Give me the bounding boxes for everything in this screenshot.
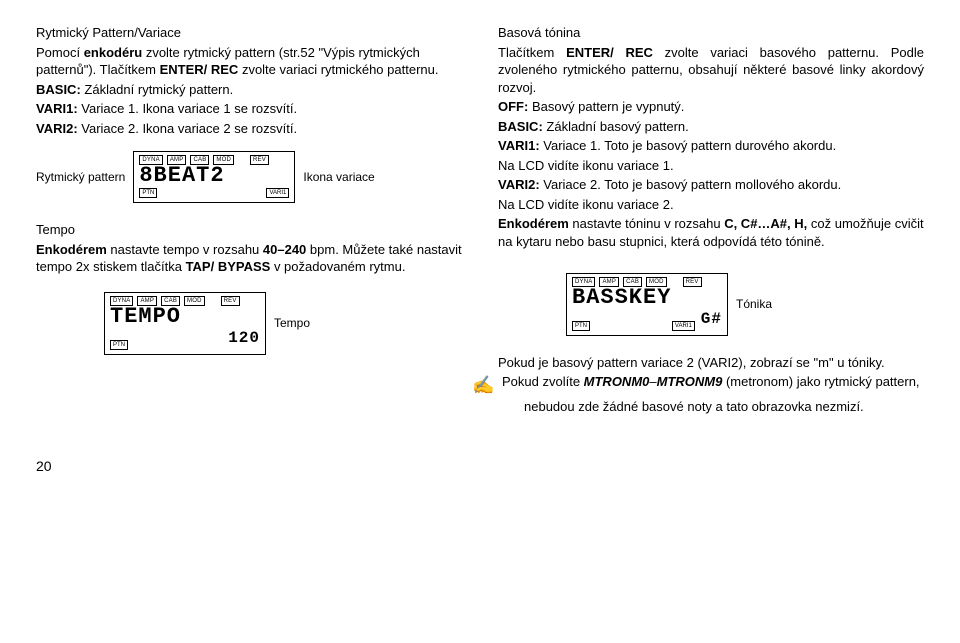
line-basic: BASIC: Základní rytmický pattern.	[36, 81, 462, 99]
lcd-tempo: DYNA AMP CAB MOD REV TEMPO PTN 120 Tempo	[36, 292, 462, 355]
left-column: Rytmický Pattern/Variace Pomocí enkodéru…	[36, 24, 462, 417]
lcd-display-2: DYNA AMP CAB MOD REV TEMPO PTN 120	[104, 292, 266, 355]
lcd1-main-text: 8BEAT2	[139, 167, 224, 186]
lcd-display-1: DYNA AMP CAB MOD REV 8BEAT2 PTN VARI1	[133, 151, 295, 203]
lcd2-tag-rev: REV	[221, 296, 240, 306]
lcd3-ptn: PTN	[572, 321, 590, 331]
lcd3-tag-rev: REV	[683, 277, 702, 287]
line-rvari2-lcd: Na LCD vidíte ikonu variace 2.	[498, 196, 924, 214]
line-rvari1: VARI1: Variace 1. Toto je basový pattern…	[498, 137, 924, 155]
para-enkoder: Enkodérem nastavte tóninu v rozsahu C, C…	[498, 215, 924, 250]
lcd2-num: 120	[228, 328, 260, 350]
page-number: 20	[36, 457, 924, 476]
para-bass-intro: Tlačítkem ENTER/ REC zvolte variaci baso…	[498, 44, 924, 97]
right-column: Basová tónina Tlačítkem ENTER/ REC zvolt…	[498, 24, 924, 417]
line-rbasic: BASIC: Základní basový pattern.	[498, 118, 924, 136]
lcd2-tag: MOD	[184, 296, 205, 306]
lcd1-tag-rev: REV	[250, 155, 269, 165]
heading-rhythmic: Rytmický Pattern/Variace	[36, 24, 462, 42]
lcd3-varicon: VARI1	[672, 321, 695, 331]
lcd-tempo-label-right: Tempo	[274, 315, 310, 331]
lcd3-main-text: BASSKEY	[572, 289, 671, 308]
heading-tempo: Tempo	[36, 221, 462, 239]
lcd-rhythmic-label-right: Ikona variace	[303, 169, 374, 185]
lcd-bass-label-right: Tónika	[736, 296, 772, 312]
lcd-rhythmic-label-left: Rytmický pattern	[36, 169, 125, 185]
heading-bass: Basová tónina	[498, 24, 924, 42]
line-vari2: VARI2: Variace 2. Ikona variace 2 se roz…	[36, 120, 462, 138]
note-vari2m: Pokud je basový pattern variace 2 (VARI2…	[498, 354, 924, 372]
lcd1-varicon: VARI1	[266, 188, 289, 198]
line-vari1: VARI1: Variace 1. Ikona variace 1 se roz…	[36, 100, 462, 118]
note-metronome: ✍Pokud zvolíte MTRONM0–MTRONM9 (metronom…	[498, 373, 924, 415]
line-rvari1-lcd: Na LCD vidíte ikonu variace 1.	[498, 157, 924, 175]
lcd-bass: DYNA AMP CAB MOD REV BASSKEY PTN VARI1 G…	[498, 273, 924, 336]
lcd-rhythmic: Rytmický pattern DYNA AMP CAB MOD REV 8B…	[36, 151, 462, 203]
para-rhythmic-intro: Pomocí enkodéru zvolte rytmický pattern …	[36, 44, 462, 79]
para-tempo: Enkodérem nastavte tempo v rozsahu 40–24…	[36, 241, 462, 276]
line-off: OFF: Basový pattern je vypnutý.	[498, 98, 924, 116]
lcd-display-3: DYNA AMP CAB MOD REV BASSKEY PTN VARI1 G…	[566, 273, 728, 336]
lcd2-ptn: PTN	[110, 340, 128, 350]
lcd3-num: G#	[701, 309, 722, 331]
lcd1-ptn: PTN	[139, 188, 157, 198]
line-rvari2: VARI2: Variace 2. Toto je basový pattern…	[498, 176, 924, 194]
lcd2-main-text: TEMPO	[110, 308, 181, 327]
